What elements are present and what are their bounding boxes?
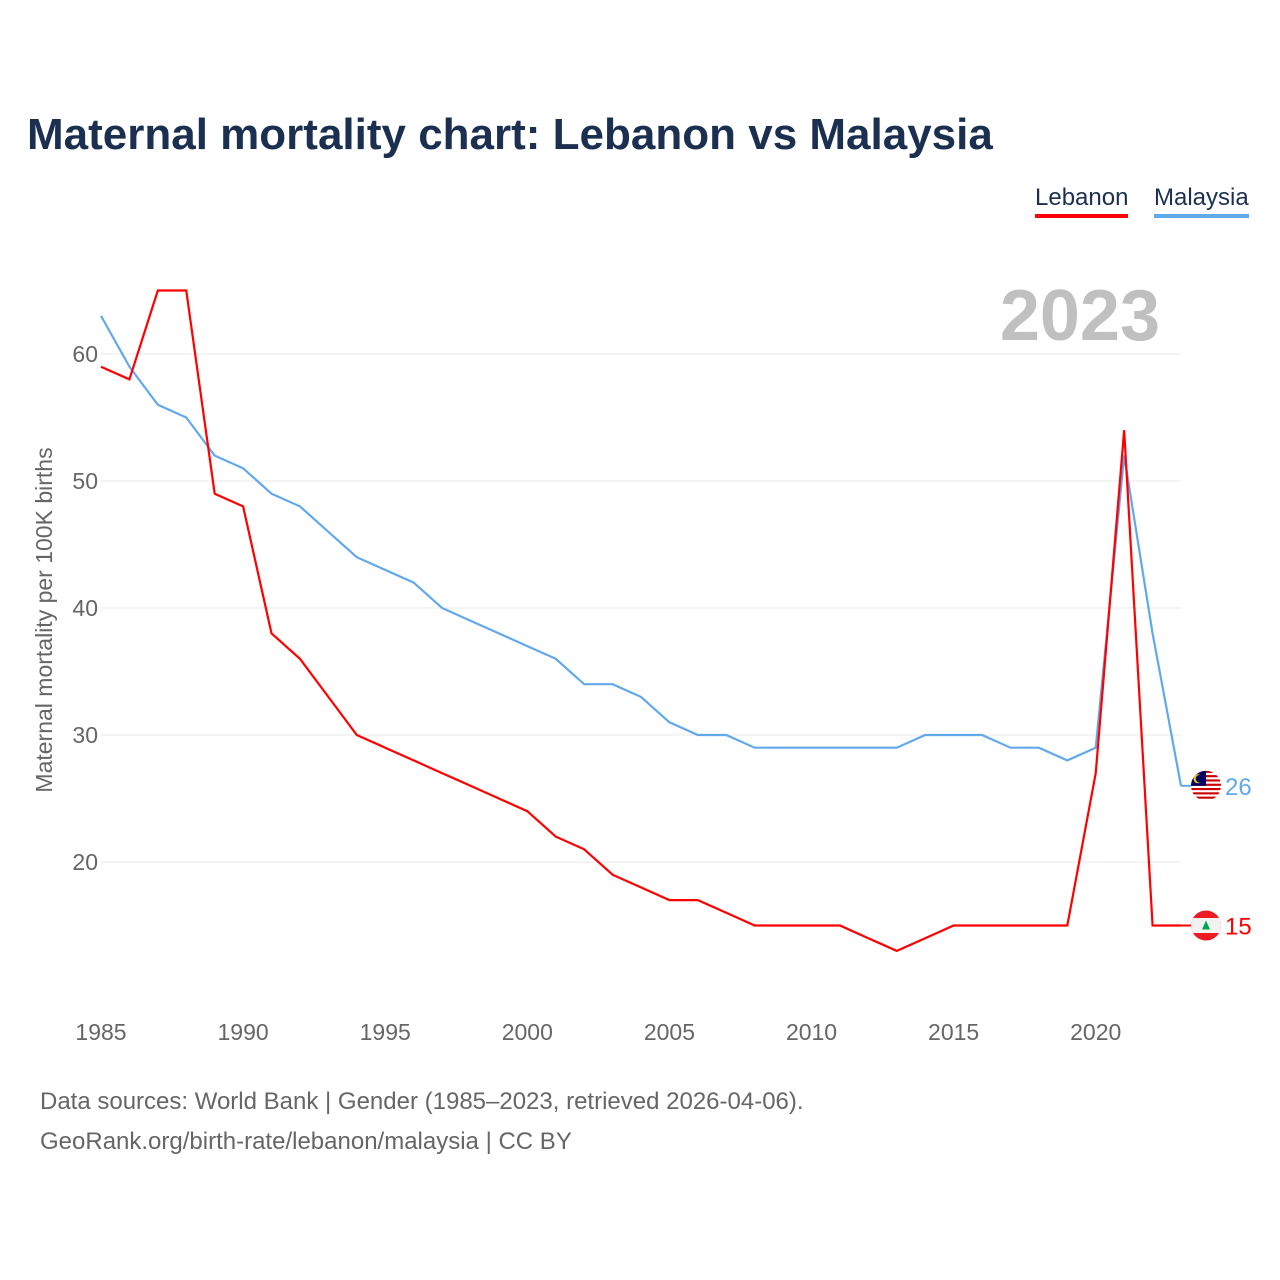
end-value-label: 26 (1225, 774, 1252, 801)
legend-lebanon[interactable]: Lebanon (1035, 184, 1129, 218)
x-tick-label: 2005 (644, 1019, 695, 1045)
year-label: 2023 (1000, 276, 1160, 356)
series-line-lebanon[interactable] (100, 289, 1181, 953)
y-tick-label: 50 (72, 468, 98, 494)
x-tick-label: 2015 (928, 1019, 979, 1045)
x-tick-label: 2000 (502, 1019, 553, 1045)
y-tick-label: 40 (72, 595, 98, 621)
x-tick-label: 2020 (1070, 1019, 1121, 1045)
x-tick-label: 1995 (360, 1019, 411, 1045)
y-tick-label: 60 (72, 341, 98, 367)
lebanon-flag-icon (1191, 910, 1221, 941)
y-tick-label: 20 (72, 849, 98, 875)
legend-malaysia[interactable]: Malaysia (1154, 184, 1249, 218)
x-tick-label: 1990 (218, 1019, 269, 1045)
end-value-label: 15 (1225, 914, 1252, 941)
series-line-malaysia[interactable] (100, 315, 1183, 787)
x-tick-label: 1985 (75, 1019, 126, 1045)
chart-title: Maternal mortality chart: Lebanon vs Mal… (27, 110, 993, 159)
y-tick-label: 30 (72, 722, 98, 748)
malaysia-flag-icon (1191, 770, 1221, 801)
x-tick-label: 2010 (786, 1019, 837, 1045)
source-link[interactable]: GeoRank.org/birth-rate/lebanon/malaysia … (40, 1128, 572, 1155)
y-axis-label: Maternal mortality per 100K births (31, 447, 57, 792)
source-text: Data sources: World Bank | Gender (1985–… (40, 1088, 804, 1115)
